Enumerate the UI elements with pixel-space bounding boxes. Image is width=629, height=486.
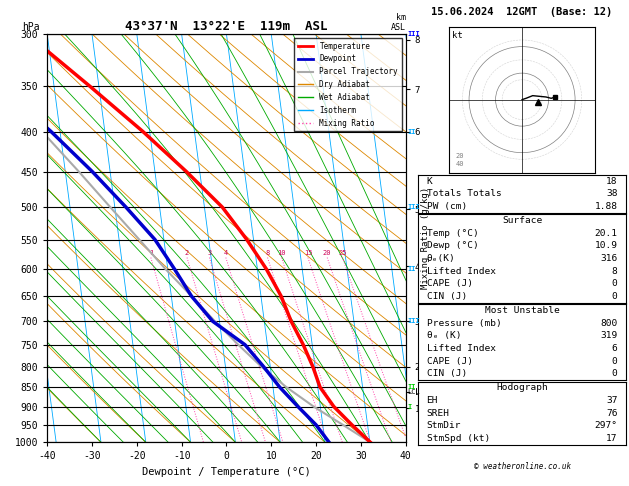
- Text: 6: 6: [612, 344, 618, 353]
- Text: 8: 8: [265, 249, 270, 256]
- Text: 10.9: 10.9: [594, 242, 618, 250]
- Text: LCL: LCL: [408, 389, 420, 395]
- Text: III: III: [408, 204, 420, 210]
- Text: 15.06.2024  12GMT  (Base: 12): 15.06.2024 12GMT (Base: 12): [431, 7, 613, 17]
- Text: 8: 8: [612, 267, 618, 276]
- Text: Surface: Surface: [502, 216, 542, 225]
- Text: 20: 20: [456, 153, 464, 159]
- Text: III: III: [408, 318, 420, 324]
- Legend: Temperature, Dewpoint, Parcel Trajectory, Dry Adiabat, Wet Adiabat, Isotherm, Mi: Temperature, Dewpoint, Parcel Trajectory…: [294, 38, 402, 131]
- Text: Hodograph: Hodograph: [496, 383, 548, 392]
- Text: 4: 4: [224, 249, 228, 256]
- Text: 800: 800: [600, 319, 618, 328]
- Text: 76: 76: [606, 409, 618, 417]
- Text: 0: 0: [612, 292, 618, 301]
- Text: θₑ(K): θₑ(K): [426, 254, 455, 263]
- Text: km
ASL: km ASL: [391, 13, 406, 32]
- Text: StmDir: StmDir: [426, 421, 461, 430]
- Text: 0: 0: [612, 369, 618, 378]
- Text: Temp (°C): Temp (°C): [426, 229, 478, 238]
- Text: K: K: [426, 177, 432, 186]
- Text: Mixing Ratio (g/kg): Mixing Ratio (g/kg): [421, 187, 430, 289]
- Text: CAPE (J): CAPE (J): [426, 357, 472, 365]
- Text: Lifted Index: Lifted Index: [426, 267, 496, 276]
- Text: 0: 0: [612, 279, 618, 288]
- Text: II: II: [408, 129, 416, 135]
- Text: 20.1: 20.1: [594, 229, 618, 238]
- Text: PW (cm): PW (cm): [426, 202, 467, 211]
- Text: CAPE (J): CAPE (J): [426, 279, 472, 288]
- Text: Dewp (°C): Dewp (°C): [426, 242, 478, 250]
- Text: 40: 40: [456, 161, 464, 167]
- Text: Most Unstable: Most Unstable: [485, 306, 559, 315]
- Text: 20: 20: [323, 249, 331, 256]
- Text: θₑ (K): θₑ (K): [426, 331, 461, 340]
- Title: 43°37'N  13°22'E  119m  ASL: 43°37'N 13°22'E 119m ASL: [125, 20, 328, 33]
- Text: I: I: [408, 403, 412, 410]
- Text: 15: 15: [304, 249, 312, 256]
- Text: 38: 38: [606, 190, 618, 198]
- Text: hPa: hPa: [22, 22, 40, 32]
- Text: 18: 18: [606, 177, 618, 186]
- Text: Pressure (mb): Pressure (mb): [426, 319, 501, 328]
- Text: 25: 25: [338, 249, 347, 256]
- Text: II: II: [408, 384, 416, 390]
- Text: EH: EH: [426, 396, 438, 405]
- Text: CIN (J): CIN (J): [426, 292, 467, 301]
- Text: SREH: SREH: [426, 409, 450, 417]
- X-axis label: Dewpoint / Temperature (°C): Dewpoint / Temperature (°C): [142, 467, 311, 477]
- Text: Lifted Index: Lifted Index: [426, 344, 496, 353]
- Text: kt: kt: [452, 31, 463, 40]
- Text: StmSpd (kt): StmSpd (kt): [426, 434, 490, 443]
- Text: 3: 3: [208, 249, 211, 256]
- Text: © weatheronline.co.uk: © weatheronline.co.uk: [474, 462, 571, 471]
- Text: 10: 10: [277, 249, 286, 256]
- Text: 316: 316: [600, 254, 618, 263]
- Text: 297°: 297°: [594, 421, 618, 430]
- Text: 2: 2: [185, 249, 189, 256]
- Text: 1.88: 1.88: [594, 202, 618, 211]
- Text: 0: 0: [612, 357, 618, 365]
- Text: III: III: [408, 31, 420, 37]
- Text: Totals Totals: Totals Totals: [426, 190, 501, 198]
- Text: 37: 37: [606, 396, 618, 405]
- Text: II: II: [408, 266, 416, 272]
- Text: 17: 17: [606, 434, 618, 443]
- Text: 1: 1: [148, 249, 153, 256]
- Text: 319: 319: [600, 331, 618, 340]
- Text: CIN (J): CIN (J): [426, 369, 467, 378]
